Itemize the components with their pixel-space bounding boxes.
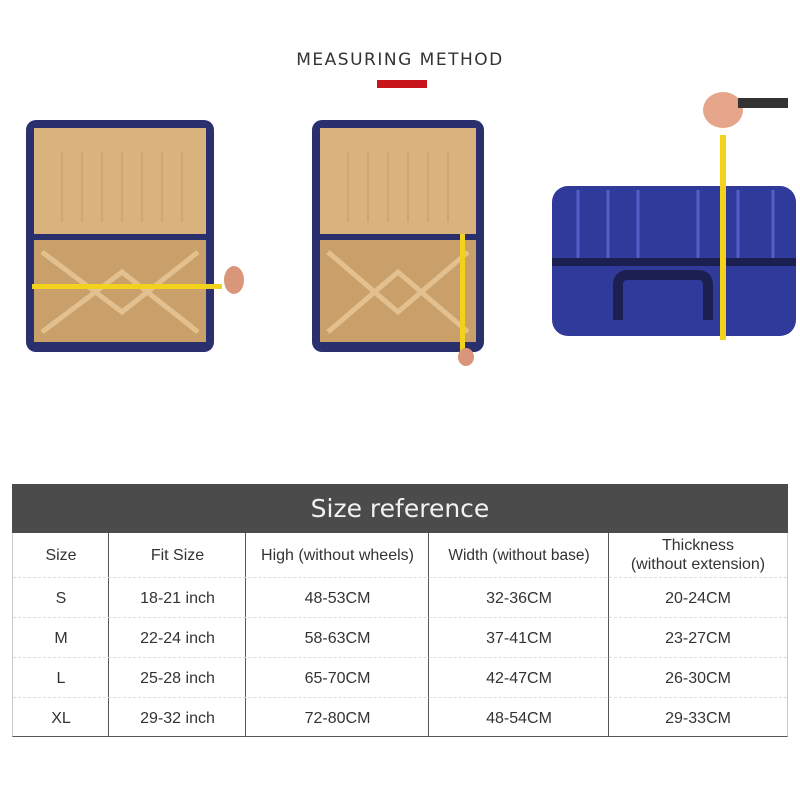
cell-size: M: [54, 629, 68, 647]
cell-width: 48-54CM: [486, 709, 552, 727]
table-row: S 18-21 inch 48-53CM 32-36CM 20-24CM: [13, 577, 787, 618]
header-thickness: Thickness (without extension): [630, 537, 766, 573]
header-size: Size: [45, 546, 77, 564]
column-divider: [108, 533, 109, 737]
cell-fit-size: 18-21 inch: [140, 589, 215, 607]
cell-high: 48-53CM: [304, 589, 371, 607]
cell-size: L: [56, 669, 66, 687]
cell-width: 32-36CM: [486, 589, 552, 607]
column-divider: [428, 533, 429, 737]
column-divider: [245, 533, 246, 737]
cell-size: S: [55, 589, 67, 607]
cell-thickness: 20-24CM: [665, 589, 731, 607]
cell-width: 42-47CM: [486, 669, 552, 687]
cell-high: 72-80CM: [304, 709, 371, 727]
column-divider: [608, 533, 609, 737]
photo-closed-suitcase-thickness: [552, 92, 796, 340]
header-width: Width (without base): [448, 546, 590, 564]
cell-fit-size: 29-32 inch: [140, 709, 215, 727]
cell-width: 37-41CM: [486, 629, 552, 647]
cell-thickness: 23-27CM: [665, 629, 731, 647]
table-header-row: Size Fit Size High (without wheels) Widt…: [13, 533, 787, 577]
title-underline: [377, 80, 427, 88]
cell-size: XL: [51, 709, 71, 727]
table-row: M 22-24 inch 58-63CM 37-41CM 23-27CM: [13, 617, 787, 658]
cell-fit-size: 25-28 inch: [140, 669, 215, 687]
measuring-method-title: MEASURING METHOD: [296, 50, 504, 70]
size-table: Size Fit Size High (without wheels) Widt…: [12, 533, 788, 737]
cell-thickness: 26-30CM: [665, 669, 731, 687]
cell-fit-size: 22-24 inch: [140, 629, 215, 647]
photo-open-suitcase-width: [26, 120, 244, 352]
cell-thickness: 29-33CM: [665, 709, 731, 727]
size-reference-title: Size reference: [12, 484, 788, 533]
table-row: L 25-28 inch 65-70CM 42-47CM 26-30CM: [13, 657, 787, 698]
header-fit-size: Fit Size: [150, 546, 205, 564]
photo-open-suitcase-height: [312, 120, 484, 366]
cell-high: 58-63CM: [304, 629, 371, 647]
table-row: XL 29-32 inch 72-80CM 48-54CM 29-33CM: [13, 697, 787, 738]
cell-high: 65-70CM: [304, 669, 371, 687]
header-high: High (without wheels): [261, 546, 414, 564]
